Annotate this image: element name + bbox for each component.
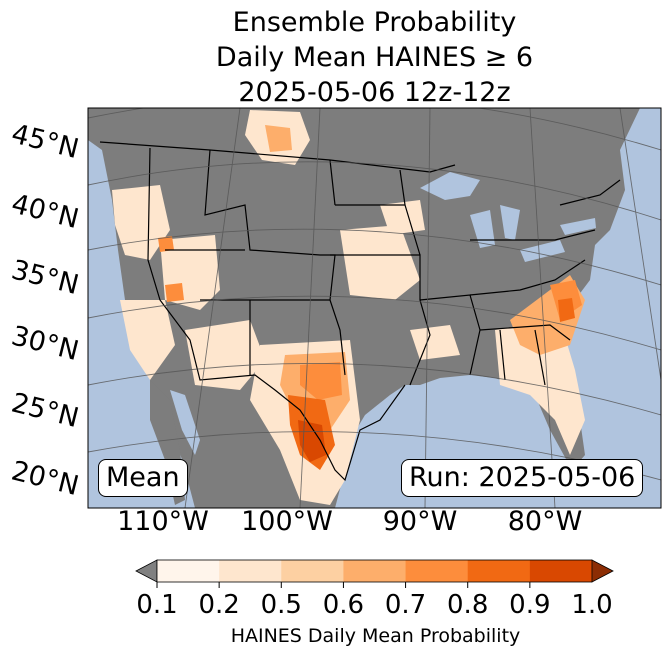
run-label-box: Run: 2025-05-06 xyxy=(401,459,644,497)
colorbar-over-arrow xyxy=(591,559,614,583)
colorbar-segment xyxy=(219,560,282,582)
colorbar-segment xyxy=(343,560,407,582)
colorbar-tick-label: 0.7 xyxy=(384,590,427,620)
mean-label-box: Mean xyxy=(98,459,188,497)
colorbar xyxy=(135,559,614,588)
title-line-2: Daily Mean HAINES ≥ 6 xyxy=(215,42,534,73)
lon-label-80: 80°W xyxy=(507,506,583,537)
lon-label-90: 90°W xyxy=(382,506,458,537)
lon-label-110: 110°W xyxy=(117,506,209,537)
colorbar-label: HAINES Daily Mean Probability xyxy=(230,625,521,647)
colorbar-tick-label: 0.5 xyxy=(260,590,302,620)
colorbar-tick-label: 1.0 xyxy=(571,590,613,620)
colorbar-tick-label: 0.2 xyxy=(198,590,240,620)
colorbar-segment xyxy=(467,560,531,582)
colorbar-under-arrow xyxy=(135,559,158,583)
lon-label-100: 100°W xyxy=(241,506,333,537)
colorbar-tick-label: 0.6 xyxy=(322,590,365,620)
colorbar-tick-label: 0.8 xyxy=(447,590,489,620)
great-lakes xyxy=(420,172,596,262)
colorbar-segment xyxy=(157,560,220,582)
colorbar-segment xyxy=(405,560,469,582)
colorbar-tick-label: 0.1 xyxy=(136,590,178,620)
state-borders xyxy=(99,141,621,482)
colorbar-segment xyxy=(281,560,344,582)
colorbar-segment xyxy=(529,560,593,582)
map-panel xyxy=(88,108,661,508)
colorbar-tick-label: 0.9 xyxy=(509,590,551,620)
title-line-1: Ensemble Probability xyxy=(232,7,517,38)
map-frame xyxy=(87,107,662,509)
title-line-3: 2025-05-06 12z-12z xyxy=(238,77,511,108)
gulf-of-california xyxy=(170,390,200,455)
